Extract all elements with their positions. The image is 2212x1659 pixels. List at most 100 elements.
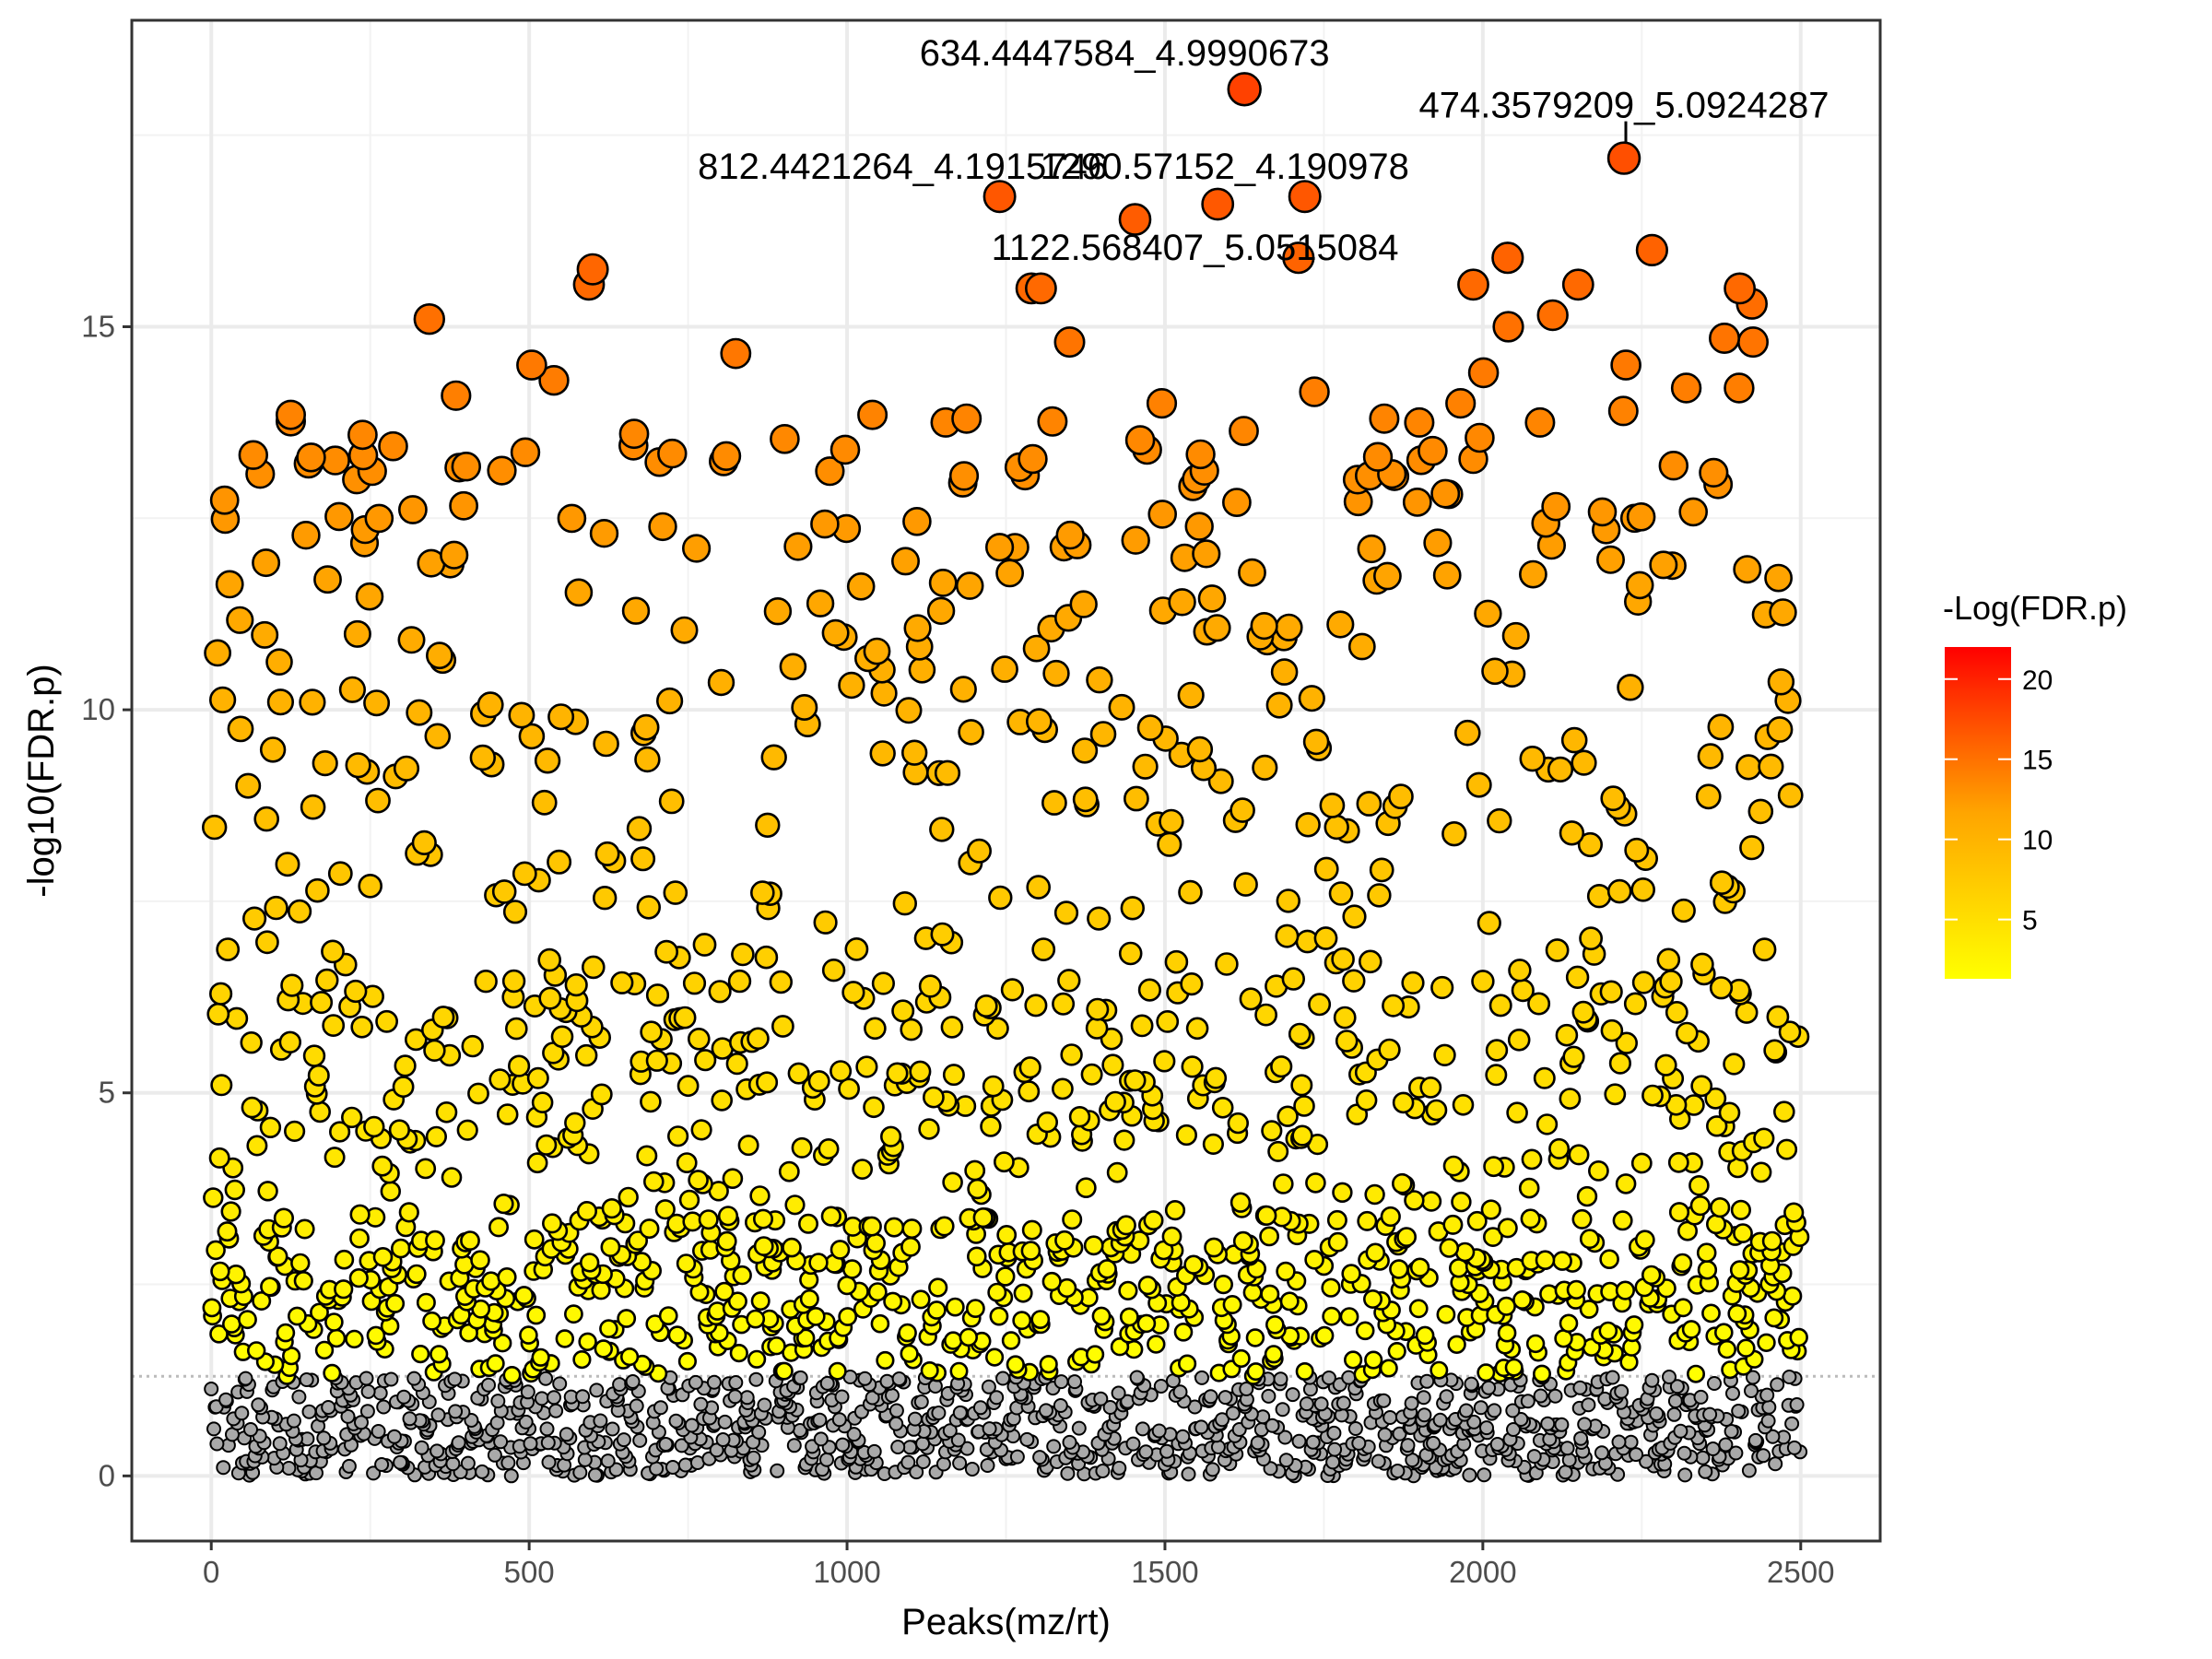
y-tick-label: 5 xyxy=(99,1076,115,1110)
significant-point xyxy=(1656,947,1681,972)
significant-point xyxy=(1275,613,1303,641)
significant-point xyxy=(870,1313,890,1334)
significant-point xyxy=(951,403,982,434)
significant-point xyxy=(323,1363,342,1382)
significant-point xyxy=(1259,1226,1280,1247)
significant-point xyxy=(830,1240,851,1260)
significant-point xyxy=(1313,856,1339,882)
significant-point xyxy=(1635,233,1668,266)
significant-point xyxy=(1606,141,1641,175)
nonsignificant-point xyxy=(1046,1439,1062,1454)
significant-point xyxy=(678,1189,700,1211)
significant-point xyxy=(589,518,619,548)
significant-point xyxy=(564,1304,583,1324)
significant-point xyxy=(1020,1241,1041,1261)
significant-point xyxy=(879,1125,902,1147)
significant-point xyxy=(1727,1303,1747,1324)
significant-point xyxy=(750,1291,771,1312)
significant-point xyxy=(779,653,807,681)
significant-point xyxy=(900,739,928,766)
significant-point xyxy=(1764,563,1794,593)
nonsignificant-point xyxy=(989,1390,1005,1406)
significant-point xyxy=(1326,1209,1347,1230)
nonsignificant-point xyxy=(1768,1456,1783,1472)
significant-point xyxy=(1147,500,1177,529)
significant-point xyxy=(1213,1274,1233,1295)
nonsignificant-point xyxy=(430,1407,446,1423)
significant-point xyxy=(846,571,876,601)
significant-point xyxy=(388,1119,411,1141)
nonsignificant-point xyxy=(1487,1403,1502,1418)
significant-point xyxy=(1265,691,1293,719)
x-tick-label: 0 xyxy=(203,1555,219,1589)
nonsignificant-point xyxy=(447,1371,463,1387)
nonsignificant-point xyxy=(1135,1421,1150,1437)
nonsignificant-point xyxy=(1731,1404,1747,1418)
significant-point xyxy=(555,1329,574,1348)
significant-point xyxy=(1304,1250,1324,1270)
significant-point xyxy=(514,1286,535,1306)
significant-point xyxy=(1615,1173,1637,1194)
significant-point xyxy=(989,1306,1009,1326)
significant-point xyxy=(1392,1172,1413,1194)
significant-point xyxy=(253,806,280,832)
significant-point xyxy=(1184,512,1214,541)
significant-point xyxy=(928,1277,948,1298)
significant-point xyxy=(1232,1230,1253,1252)
significant-point xyxy=(610,971,634,994)
significant-point xyxy=(1507,1029,1531,1052)
significant-point xyxy=(966,1299,985,1319)
nonsignificant-point xyxy=(952,1405,968,1420)
significant-point xyxy=(642,1171,665,1193)
significant-point xyxy=(1001,1331,1021,1350)
significant-point xyxy=(1069,590,1098,618)
significant-point xyxy=(982,1075,1005,1098)
significant-point xyxy=(1596,545,1626,574)
nonsignificant-point xyxy=(879,1373,895,1389)
significant-point xyxy=(1709,322,1741,354)
significant-point xyxy=(967,1178,988,1200)
significant-point xyxy=(722,1168,744,1189)
significant-point xyxy=(488,1068,512,1091)
significant-point xyxy=(1586,883,1612,909)
nonsignificant-point xyxy=(321,1400,336,1415)
significant-point xyxy=(1087,906,1112,931)
nonsignificant-point xyxy=(238,1371,253,1386)
significant-point xyxy=(312,749,338,777)
nonsignificant-point xyxy=(587,1467,603,1483)
significant-point xyxy=(1018,1056,1041,1079)
significant-point xyxy=(923,1086,945,1109)
significant-point xyxy=(1185,1017,1209,1041)
nonsignificant-point xyxy=(1039,1403,1053,1418)
significant-point xyxy=(707,668,735,697)
nonsignificant-point xyxy=(746,1450,761,1465)
significant-point xyxy=(806,1307,826,1326)
significant-point xyxy=(658,1306,678,1326)
significant-point xyxy=(818,1138,840,1160)
significant-point xyxy=(1432,560,1462,590)
nonsignificant-point xyxy=(272,1436,288,1452)
significant-point xyxy=(1178,879,1203,905)
significant-point xyxy=(1086,665,1113,694)
significant-point xyxy=(1733,555,1762,584)
significant-point xyxy=(1089,721,1117,747)
significant-point xyxy=(508,701,535,729)
nonsignificant-point xyxy=(835,1437,851,1453)
significant-point xyxy=(502,900,528,924)
significant-point xyxy=(1485,1039,1509,1062)
significant-point xyxy=(1588,1160,1609,1182)
significant-point xyxy=(725,1052,748,1076)
significant-point xyxy=(1442,1155,1465,1177)
significant-point xyxy=(1250,611,1278,641)
nonsignificant-point xyxy=(541,1454,557,1470)
significant-point xyxy=(841,981,865,1005)
significant-point xyxy=(747,1027,770,1051)
x-axis-label: Peaks(mz/rt) xyxy=(901,1602,1111,1642)
significant-point xyxy=(791,1136,813,1159)
nonsignificant-point xyxy=(1432,1412,1448,1428)
significant-point xyxy=(830,434,861,465)
significant-point xyxy=(821,958,846,982)
significant-point xyxy=(507,1054,531,1077)
significant-point xyxy=(599,1319,618,1338)
significant-point xyxy=(949,1361,969,1381)
